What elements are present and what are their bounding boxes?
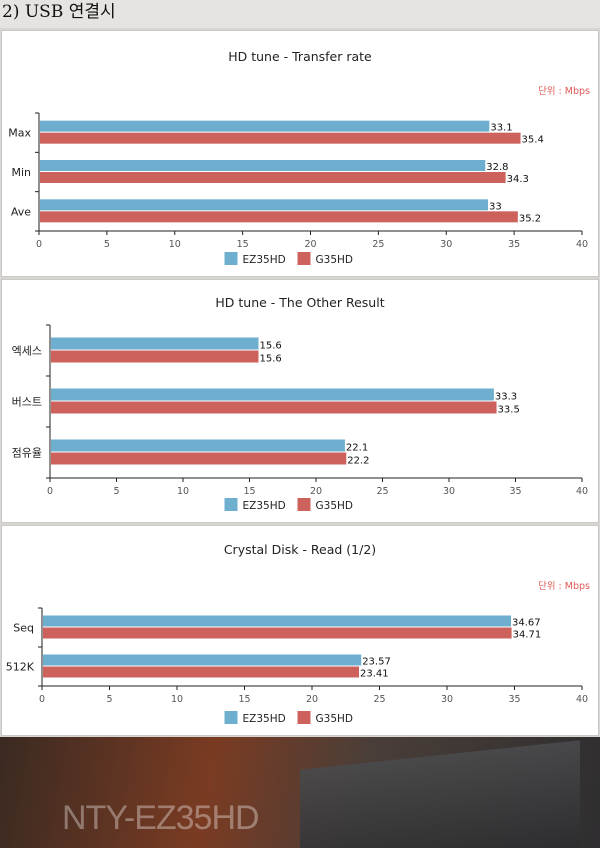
chart-title: Crystal Disk - Read (1/2) bbox=[224, 542, 376, 557]
x-tick-label: 40 bbox=[576, 239, 588, 250]
bar-g35hd-0 bbox=[40, 132, 521, 144]
bar-g35hd-0 bbox=[51, 350, 259, 363]
data-label: 15.6 bbox=[259, 341, 281, 352]
legend-swatch-ez35hd bbox=[224, 711, 238, 724]
chart-title: HD tune - Transfer rate bbox=[228, 49, 372, 64]
bar-ez35hd-1 bbox=[51, 388, 494, 401]
chart-title: HD tune - The Other Result bbox=[215, 295, 384, 310]
legend-label-g35hd: G35HD bbox=[316, 713, 353, 725]
x-tick-label: 30 bbox=[440, 239, 452, 250]
x-tick-label: 20 bbox=[304, 239, 316, 250]
data-label: 34.67 bbox=[512, 618, 541, 629]
legend-swatch-g35hd bbox=[297, 711, 311, 724]
bar-ez35hd-0 bbox=[43, 615, 512, 627]
bar-ez35hd-1 bbox=[43, 654, 362, 666]
legend-swatch-ez35hd bbox=[224, 252, 238, 265]
legend-label-g35hd: G35HD bbox=[316, 254, 353, 266]
x-tick-label: 0 bbox=[47, 486, 53, 497]
x-tick-label: 35 bbox=[509, 486, 521, 497]
x-tick-label: 35 bbox=[508, 694, 520, 705]
crystal-disk-chart: Crystal Disk - Read (1/2) 단위 : Mbps 0 5 10 15… bbox=[6, 542, 590, 725]
y-tick-label: 점유율 bbox=[12, 447, 42, 460]
bar-g35hd-1 bbox=[43, 666, 360, 678]
other-result-chart: HD tune - The Other Result 0 5 10 15 20 25 30 35… bbox=[12, 295, 588, 512]
data-label: 22.1 bbox=[346, 443, 368, 454]
y-tick-label: Ave bbox=[11, 205, 31, 218]
y-tick-label: 512K bbox=[6, 661, 35, 674]
x-tick-label: 10 bbox=[177, 486, 189, 497]
chart-panel-crystal-disk: Crystal Disk - Read (1/2) 단위 : Mbps 0 5 10 15… bbox=[1, 525, 599, 736]
bar-g35hd-1 bbox=[40, 172, 506, 183]
data-label: 34.3 bbox=[507, 174, 529, 185]
bar-g35hd-0 bbox=[43, 627, 512, 639]
x-tick-label: 15 bbox=[237, 239, 249, 250]
x-tick-label: 25 bbox=[373, 694, 385, 705]
x-tick-label: 25 bbox=[372, 239, 384, 250]
y-tick-label: 엑세스 bbox=[12, 345, 42, 358]
chart-panel-other-result: HD tune - The Other Result 0 5 10 15 20 25 30 35… bbox=[1, 279, 599, 523]
bar-g35hd-1 bbox=[51, 401, 497, 414]
bar-g35hd-2 bbox=[40, 211, 518, 223]
unit-label: 단위 : Mbps bbox=[538, 580, 590, 592]
y-tick-label: Seq bbox=[13, 622, 34, 635]
data-label: 35.2 bbox=[519, 213, 541, 224]
x-tick-label: 25 bbox=[376, 486, 388, 497]
data-label: 32.8 bbox=[486, 162, 508, 173]
transfer-rate-chart: HD tune - Transfer rate 단위 : Mbps 0 5 10 15 20… bbox=[8, 49, 590, 266]
x-tick-label: 5 bbox=[106, 694, 112, 705]
x-tick-label: 40 bbox=[576, 486, 588, 497]
legend-label-g35hd: G35HD bbox=[316, 500, 353, 512]
x-tick-label: 0 bbox=[39, 694, 45, 705]
x-tick-label: 10 bbox=[171, 694, 183, 705]
x-tick-label: 40 bbox=[576, 694, 588, 705]
y-tick-label: Min bbox=[11, 166, 31, 179]
x-tick-label: 30 bbox=[443, 486, 455, 497]
data-label: 23.57 bbox=[362, 657, 391, 668]
data-label: 33.1 bbox=[490, 123, 512, 134]
data-label: 22.2 bbox=[347, 456, 369, 467]
legend-swatch-g35hd bbox=[297, 252, 311, 265]
data-label: 33 bbox=[489, 201, 502, 212]
x-tick-label: 20 bbox=[306, 694, 318, 705]
data-label: 23.41 bbox=[360, 669, 389, 680]
x-tick-label: 5 bbox=[104, 239, 110, 250]
bar-ez35hd-0 bbox=[40, 120, 490, 132]
x-tick-label: 0 bbox=[36, 239, 42, 250]
x-tick-label: 5 bbox=[113, 486, 119, 497]
section-heading: 2) USB 연결시 bbox=[0, 0, 600, 28]
bar-ez35hd-2 bbox=[40, 199, 488, 211]
y-tick-label: 버스트 bbox=[12, 396, 42, 409]
x-tick-label: 10 bbox=[169, 239, 181, 250]
y-tick-label: Max bbox=[8, 127, 31, 140]
product-banner-image: NTY-EZ35HD bbox=[0, 737, 600, 848]
bar-g35hd-2 bbox=[51, 452, 347, 465]
chart-panel-transfer-rate: HD tune - Transfer rate 단위 : Mbps 0 5 10 15 20… bbox=[1, 30, 599, 277]
data-label: 33.3 bbox=[495, 392, 517, 403]
x-tick-label: 15 bbox=[243, 486, 255, 497]
data-label: 15.6 bbox=[259, 354, 281, 365]
unit-label: 단위 : Mbps bbox=[538, 85, 590, 97]
data-label: 35.4 bbox=[522, 135, 544, 146]
data-label: 33.5 bbox=[498, 405, 520, 416]
device-image bbox=[300, 740, 580, 848]
x-tick-label: 30 bbox=[441, 694, 453, 705]
legend-label-ez35hd: EZ35HD bbox=[243, 254, 286, 266]
legend-swatch-ez35hd bbox=[224, 498, 238, 511]
bar-ez35hd-1 bbox=[40, 160, 486, 171]
x-tick-label: 15 bbox=[238, 694, 250, 705]
data-label: 34.71 bbox=[513, 630, 542, 641]
bar-ez35hd-2 bbox=[51, 439, 345, 452]
x-tick-label: 35 bbox=[508, 239, 520, 250]
banner-product-name: NTY-EZ35HD bbox=[62, 799, 260, 837]
legend-swatch-g35hd bbox=[297, 498, 311, 511]
legend-label-ez35hd: EZ35HD bbox=[243, 500, 286, 512]
bar-ez35hd-0 bbox=[51, 337, 259, 350]
legend-label-ez35hd: EZ35HD bbox=[243, 713, 286, 725]
x-tick-label: 20 bbox=[310, 486, 322, 497]
